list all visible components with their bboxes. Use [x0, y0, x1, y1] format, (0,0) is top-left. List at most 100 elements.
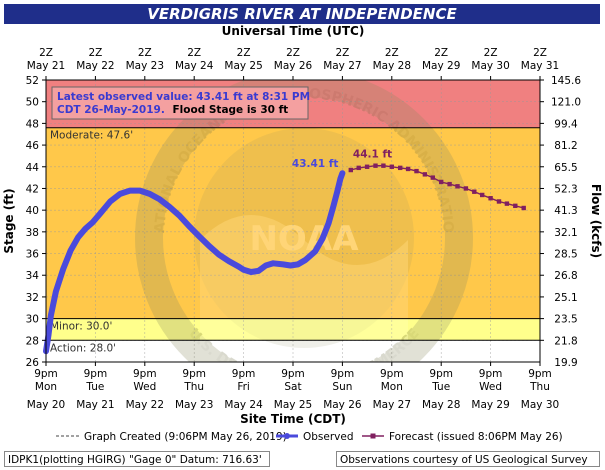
observed-point — [90, 219, 96, 225]
y-tick-label: 42 — [26, 183, 39, 195]
y-tick-label: 26 — [26, 357, 40, 369]
top-tick-label-date: May 31 — [521, 60, 559, 72]
forecast-point — [463, 186, 469, 191]
x-tick-label-time: 9pm — [232, 368, 256, 380]
observed-point — [46, 332, 51, 338]
y2-axis-label: Flow (kcfs) — [589, 184, 603, 258]
observed-point — [196, 233, 202, 239]
forecast-point — [405, 166, 411, 172]
y-tick-label: 48 — [26, 118, 39, 130]
forecast-point — [521, 205, 526, 211]
observed-point — [335, 188, 340, 193]
legend-observed-marker — [284, 433, 290, 439]
forecast-point — [496, 199, 502, 204]
observed-point — [248, 269, 254, 275]
y2-tick-label: 28.5 — [554, 249, 577, 261]
forecast-point — [504, 201, 510, 206]
forecast-point — [414, 168, 419, 174]
top-tick-label-hour: 2Z — [138, 47, 152, 59]
x-tick-label-date: May 26 — [323, 399, 362, 411]
x-tick-label-time: 9pm — [281, 368, 305, 380]
forecast-point — [364, 164, 370, 169]
top-tick-label-date: May 22 — [76, 60, 114, 72]
noaa-watermark-ring — [135, 80, 473, 362]
threshold-label: Action: 28.0' — [50, 342, 116, 354]
y-tick-label: 40 — [26, 205, 39, 217]
x-tick-label-time: 9pm — [84, 368, 108, 380]
y2-tick-label: 19.9 — [554, 357, 577, 369]
observed-point — [280, 262, 286, 267]
forecast-point — [472, 189, 477, 194]
forecast-point — [447, 181, 452, 187]
threshold-label: Minor: 30.0' — [50, 321, 112, 333]
legend-observed: Observed — [303, 431, 354, 443]
top-tick-label-hour: 2Z — [533, 47, 547, 59]
legend-forecast: Forecast (issued 8:06PM May 26) — [389, 431, 563, 443]
forecast-point — [430, 175, 436, 180]
forecast-point — [373, 163, 378, 168]
x-tick-label-date: May 30 — [521, 399, 559, 411]
top-tick-label-hour: 2Z — [385, 47, 399, 59]
observed-point — [61, 266, 66, 271]
x-tick-label-time: 9pm — [429, 368, 453, 380]
forecast-point — [422, 172, 428, 177]
y2-tick-label: 25.1 — [554, 292, 577, 304]
top-tick-label-hour: 2Z — [335, 47, 349, 59]
forecast-point — [356, 165, 361, 171]
observed-point — [157, 197, 162, 202]
observed-point — [226, 258, 231, 264]
observed-point — [53, 289, 59, 294]
y-tick-label: 32 — [26, 292, 39, 304]
top-tick-label-date: May 21 — [27, 60, 65, 72]
x-tick-label-day: Sat — [284, 381, 301, 393]
observed-point — [167, 204, 172, 210]
y-tick-label: 44 — [26, 162, 40, 174]
x-tick-label-time: 9pm — [479, 368, 503, 380]
observed-point — [98, 211, 103, 216]
y2-tick-label: 21.8 — [554, 335, 577, 347]
observed-value-label: 43.41 ft — [292, 158, 338, 170]
y-tick-label: 46 — [26, 140, 40, 152]
forecast-point — [381, 163, 386, 168]
observed-point — [177, 213, 182, 218]
top-tick-label-date: May 29 — [422, 60, 460, 72]
observed-point — [303, 257, 308, 263]
x-tick-label-time: 9pm — [380, 368, 404, 380]
y2-tick-label: 26.8 — [554, 270, 577, 282]
observed-point — [117, 191, 123, 197]
forecast-point — [439, 179, 444, 185]
observed-point — [340, 170, 345, 176]
x-tick-label-time: 9pm — [182, 368, 206, 380]
info-box-line2: CDT 26-May-2019. Flood Stage is 30 ft — [57, 104, 288, 116]
flood-zone-moderate — [46, 127, 540, 319]
observed-line — [43, 170, 346, 355]
forecast-point — [455, 184, 460, 189]
observed-point — [256, 268, 261, 274]
info-box-background — [51, 86, 309, 120]
chart-title: VERDIGRIS RIVER AT INDEPENDENCE — [4, 4, 600, 24]
x-tick-label-time: 9pm — [528, 368, 552, 380]
observed-point — [187, 224, 192, 229]
y2-tick-label: 32.1 — [554, 227, 577, 239]
observed-point — [83, 226, 88, 231]
y-tick-label: 36 — [26, 249, 40, 261]
forecast-point — [397, 165, 403, 171]
x-tick-label-date: May 27 — [373, 399, 411, 411]
top-tick-label-date: May 26 — [274, 60, 313, 72]
y-tick-label: 28 — [26, 335, 39, 347]
observed-point — [75, 235, 81, 240]
x-tick-label-day: Thu — [529, 381, 550, 393]
top-tick-label-date: May 25 — [224, 60, 262, 72]
observed-point — [147, 191, 152, 197]
y2-tick-label: 121.0 — [551, 97, 581, 109]
x-tick-label-date: May 25 — [274, 399, 312, 411]
x-tick-label-time: 9pm — [331, 368, 355, 380]
top-axis-label: Universal Time (UTC) — [222, 24, 365, 38]
top-tick-label-hour: 2Z — [88, 47, 102, 59]
noaa-watermark-center-text: NOAA — [249, 219, 359, 259]
legend-forecast-marker — [370, 433, 376, 439]
y-tick-label: 30 — [26, 314, 39, 326]
y-tick-label: 34 — [26, 270, 40, 282]
y2-tick-label: 81.2 — [554, 140, 577, 152]
